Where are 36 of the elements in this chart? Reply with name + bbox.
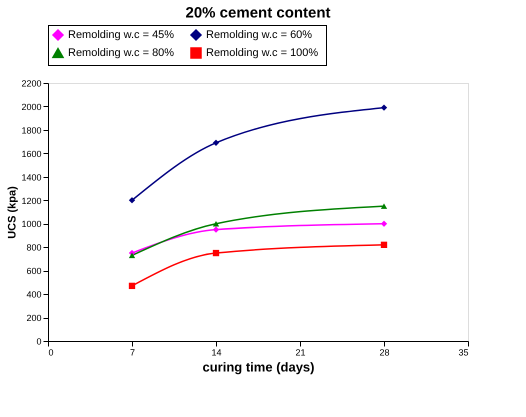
- point: [380, 203, 388, 209]
- y-tick-label: 2000: [21, 102, 42, 112]
- legend-label: Remolding w.c = 45%: [68, 29, 174, 41]
- x-axis-title: curing time (days): [202, 360, 314, 374]
- point: [128, 252, 136, 258]
- point: [212, 140, 220, 146]
- point: [128, 282, 136, 290]
- y-tick-label: 1200: [21, 196, 42, 206]
- point: [128, 197, 136, 204]
- point: [380, 104, 388, 111]
- y-tick-label: 200: [26, 313, 42, 324]
- x-tick-label: 14: [211, 348, 222, 358]
- point: [380, 220, 388, 227]
- y-tick-label: 800: [26, 242, 42, 253]
- point: [212, 226, 220, 233]
- y-tick-label: 2200: [21, 78, 42, 88]
- y-tick-label: 600: [26, 266, 42, 276]
- point: [212, 250, 220, 256]
- legend-label: Remolding w.c = 80%: [68, 47, 174, 59]
- y-axis-title: UCS (kpa): [6, 186, 18, 239]
- point: [212, 220, 220, 226]
- x-tick-label: 0: [48, 348, 54, 358]
- x-tick-label: 28: [379, 348, 390, 358]
- y-tick-label: 400: [26, 290, 42, 300]
- y-tick-label: 1600: [21, 148, 42, 159]
- y-tick-label: 1800: [21, 125, 42, 136]
- chart-title: 20% cement content: [185, 4, 331, 22]
- x-tick-label: 7: [130, 348, 136, 358]
- y-tick-label: 1400: [21, 172, 42, 182]
- x-tick-label: 35: [458, 348, 468, 358]
- point: [380, 242, 388, 248]
- y-tick-label: 0: [36, 336, 42, 346]
- x-tick-label: 21: [295, 348, 306, 358]
- y-tick-label: 1000: [21, 219, 42, 230]
- legend-label: Remolding w.c = 60%: [206, 29, 312, 41]
- legend-label: Remolding w.c = 100%: [206, 47, 318, 59]
